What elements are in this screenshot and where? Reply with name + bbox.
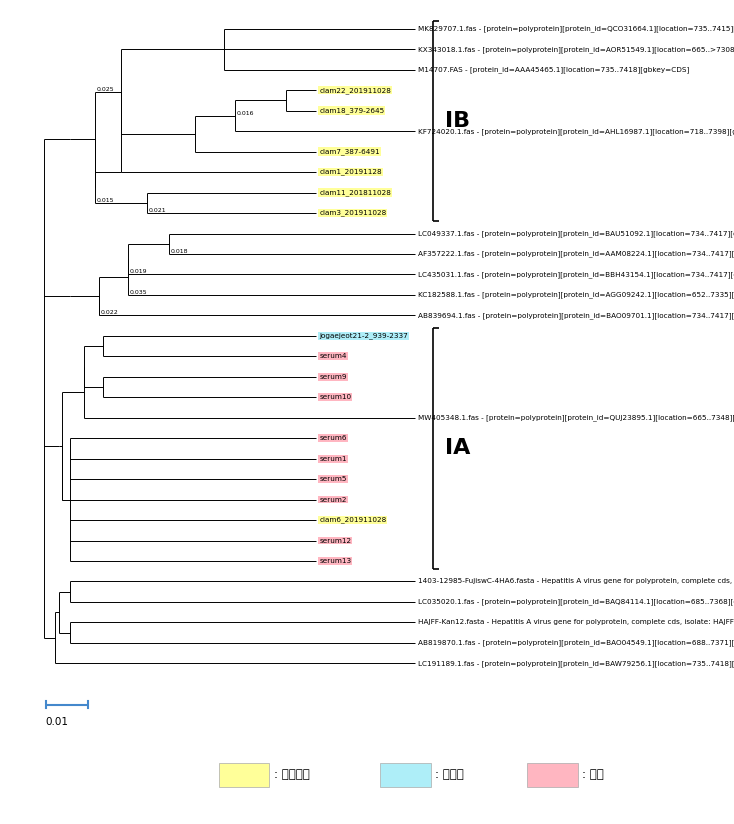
Text: serum13: serum13	[319, 558, 352, 564]
Text: clam11_201811028: clam11_201811028	[319, 190, 391, 196]
FancyBboxPatch shape	[527, 763, 578, 786]
Text: AB839694.1.fas - [protein=polyprotein][protein_id=BAO09701.1][location=734..7417: AB839694.1.fas - [protein=polyprotein][p…	[418, 312, 734, 319]
Text: KF724020.1.fas - [protein=polyprotein][protein_id=AHL16987.1][location=718..7398: KF724020.1.fas - [protein=polyprotein][p…	[418, 128, 734, 134]
Text: 0.022: 0.022	[101, 311, 118, 316]
Text: MK829707.1.fas - [protein=polyprotein][protein_id=QCO31664.1][location=735..7415: MK829707.1.fas - [protein=polyprotein][p…	[418, 26, 734, 32]
Text: 0.015: 0.015	[97, 198, 115, 203]
Text: clam3_201911028: clam3_201911028	[319, 209, 387, 217]
Text: M14707.FAS - [protein_id=AAA45465.1][location=735..7418][gbkey=CDS]: M14707.FAS - [protein_id=AAA45465.1][loc…	[418, 67, 690, 73]
Text: KC182588.1.fas - [protein=polyprotein][protein_id=AGG09242.1][location=652..7335: KC182588.1.fas - [protein=polyprotein][p…	[418, 292, 734, 298]
Text: 0.035: 0.035	[130, 290, 148, 295]
Text: : 혈청: : 혈청	[582, 768, 604, 781]
Text: serum9: serum9	[319, 374, 346, 380]
Text: MW405348.1.fas - [protein=polyprotein][protein_id=QUJ23895.1][location=665..7348: MW405348.1.fas - [protein=polyprotein][p…	[418, 414, 734, 421]
Text: 0.025: 0.025	[97, 87, 115, 91]
Text: clam18_379-2645: clam18_379-2645	[319, 107, 385, 114]
Text: 0.021: 0.021	[148, 208, 166, 213]
Text: AB819870.1.fas - [protein=polyprotein][protein_id=BAO04549.1][location=688..7371: AB819870.1.fas - [protein=polyprotein][p…	[418, 639, 734, 646]
Text: IB: IB	[445, 111, 470, 131]
Text: serum5: serum5	[319, 476, 346, 482]
FancyBboxPatch shape	[380, 763, 431, 786]
Text: clam6_201911028: clam6_201911028	[319, 517, 387, 523]
Text: clam1_20191128: clam1_20191128	[319, 169, 382, 176]
Text: : 조개젓: : 조개젓	[435, 768, 464, 781]
Text: AF357222.1.fas - [protein=polyprotein][protein_id=AAM08224.1][location=734..7417: AF357222.1.fas - [protein=polyprotein][p…	[418, 250, 734, 257]
Text: clam7_387-6491: clam7_387-6491	[319, 148, 380, 155]
Text: LC035020.1.fas - [protein=polyprotein][protein_id=BAQ84114.1][location=685..7368: LC035020.1.fas - [protein=polyprotein][p…	[418, 598, 734, 606]
Text: 1403-12985-FujiswC-4HA6.fasta - Hepatitis A virus gene for polyprotein, complete: 1403-12985-FujiswC-4HA6.fasta - Hepatiti…	[418, 578, 734, 584]
Text: IA: IA	[445, 438, 470, 458]
Text: HAJFF-Kan12.fasta - Hepatitis A virus gene for polyprotein, complete cds, isolat: HAJFF-Kan12.fasta - Hepatitis A virus ge…	[418, 620, 734, 625]
Text: 0.016: 0.016	[236, 110, 254, 116]
Text: 0.018: 0.018	[170, 249, 188, 254]
Text: serum10: serum10	[319, 394, 352, 400]
Text: clam22_201911028: clam22_201911028	[319, 87, 391, 94]
Text: 0.019: 0.019	[130, 269, 148, 274]
Text: serum4: serum4	[319, 353, 346, 359]
Text: LC191189.1.fas - [protein=polyprotein][protein_id=BAW79256.1][location=735..7418: LC191189.1.fas - [protein=polyprotein][p…	[418, 660, 734, 667]
Text: LC435031.1.fas - [protein=polyprotein][protein_id=BBH43154.1][location=734..7417: LC435031.1.fas - [protein=polyprotein][p…	[418, 271, 734, 278]
Text: serum2: serum2	[319, 497, 346, 503]
Text: KX343018.1.fas - [protein=polyprotein][protein_id=AOR51549.1][location=665..>730: KX343018.1.fas - [protein=polyprotein][p…	[418, 46, 734, 53]
FancyBboxPatch shape	[219, 763, 269, 786]
Text: LC049337.1.fas - [protein=polyprotein][protein_id=BAU51092.1][location=734..7417: LC049337.1.fas - [protein=polyprotein][p…	[418, 230, 734, 236]
Text: 0.01: 0.01	[46, 717, 68, 727]
Text: serum12: serum12	[319, 537, 352, 544]
Text: serum1: serum1	[319, 456, 346, 461]
Text: jogaejeot21-2_939-2337: jogaejeot21-2_939-2337	[319, 332, 408, 339]
Text: serum6: serum6	[319, 435, 346, 441]
Text: : 각바지락: : 각바지락	[274, 768, 310, 781]
